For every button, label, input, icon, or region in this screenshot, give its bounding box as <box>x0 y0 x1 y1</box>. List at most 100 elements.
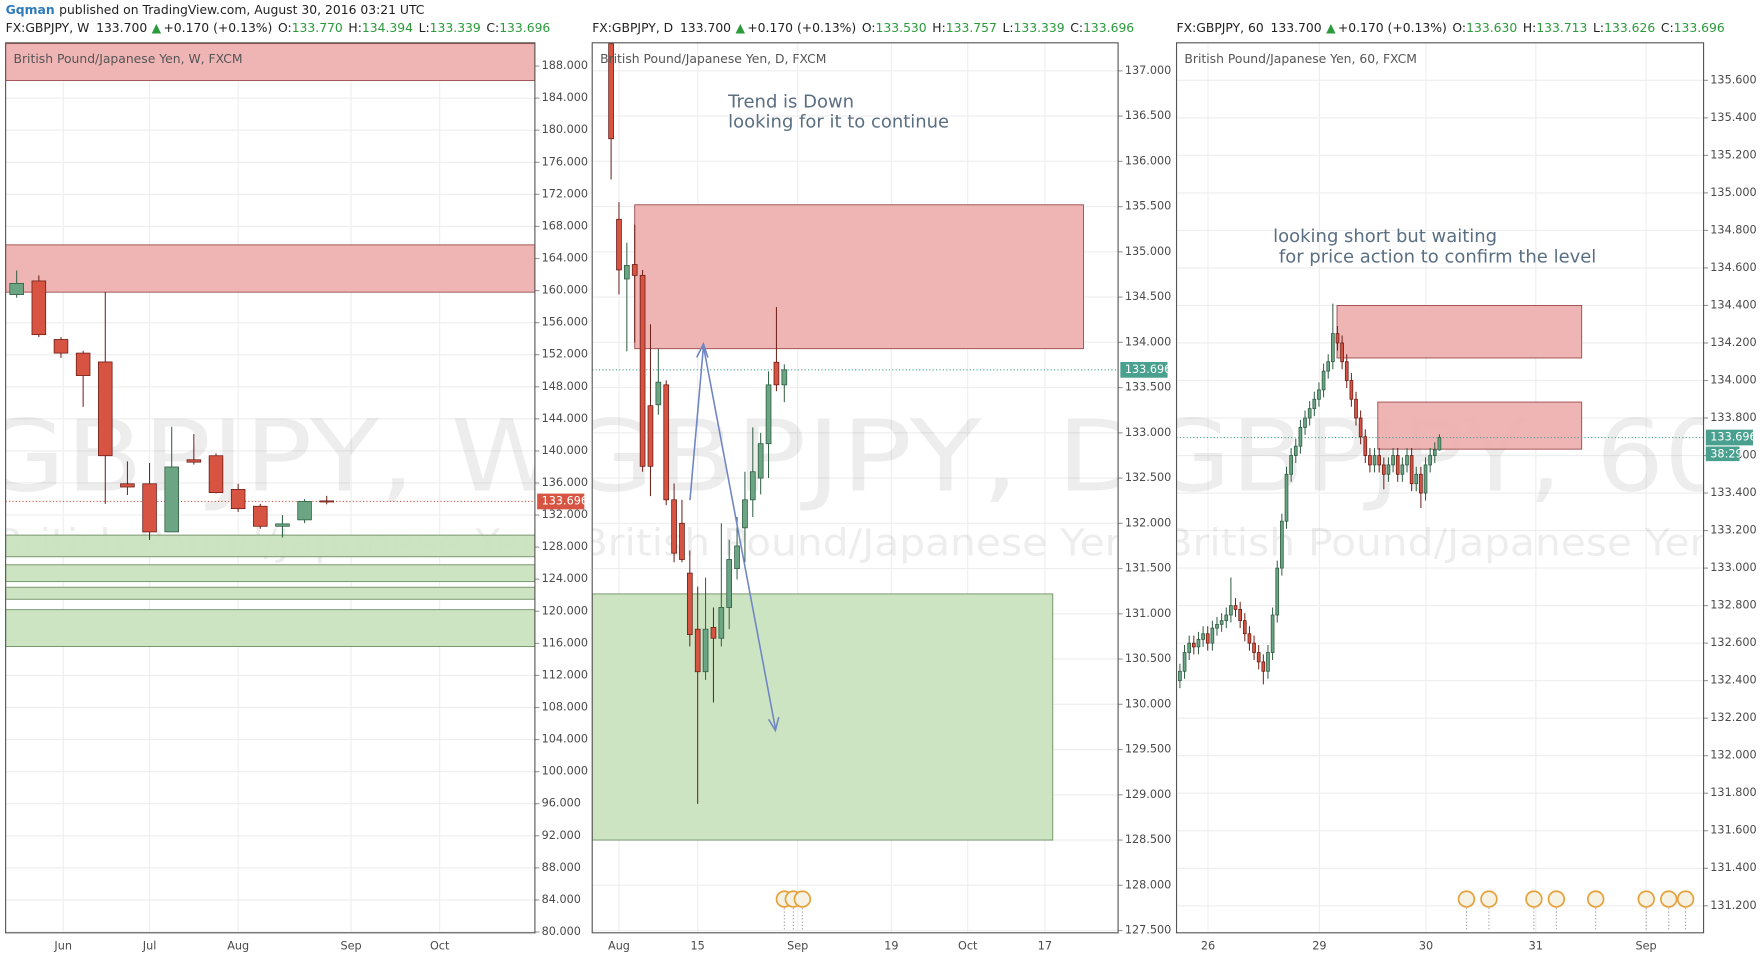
y-tick-label: 134.200 <box>1710 336 1756 349</box>
candle-body <box>1307 408 1312 419</box>
candle-body <box>773 361 780 386</box>
y-tick-label: 129.000 <box>1125 788 1171 801</box>
y-tick-label: 127.500 <box>1125 924 1171 937</box>
candle-body <box>1432 449 1437 456</box>
candle-body <box>1256 652 1261 663</box>
y-tick-label: 131.000 <box>1125 607 1171 620</box>
candle-body <box>679 522 685 560</box>
candle-body <box>1317 389 1321 400</box>
candle-body <box>1335 333 1340 344</box>
candle-body <box>1247 633 1252 644</box>
y-tick-label: 188.000 <box>542 59 588 72</box>
candle-body <box>9 282 24 295</box>
x-tick-label: Sep <box>787 939 808 952</box>
field-label: C: <box>1070 21 1083 35</box>
change-arrow: ▲ <box>152 21 162 35</box>
candle-body <box>53 339 69 354</box>
chart-legend: British Pound/Japanese Yen, 60, FXCM <box>1184 52 1417 66</box>
quote-header: FX:GBPJPY, 60 133.700 ▲ +0.170 (+0.13%) O:13… <box>1177 21 1725 35</box>
annotation: looking for it to continue <box>728 112 949 133</box>
candle-body <box>1210 627 1215 644</box>
y-tick-label: 140.000 <box>542 444 588 457</box>
candle-body <box>718 607 725 639</box>
candle-body <box>208 455 224 494</box>
zone <box>5 534 535 558</box>
arrow-head <box>696 341 780 733</box>
candle-body <box>1298 427 1303 447</box>
candle-body <box>710 626 717 639</box>
event-flag <box>1547 890 1566 908</box>
y-tick-label: 135.600 <box>1710 73 1756 86</box>
candle-body <box>1205 633 1210 644</box>
y-tick-label: 120.000 <box>542 604 588 617</box>
quote-header: FX:GBPJPY, D 133.700 ▲ +0.170 (+0.13%) O:133… <box>592 21 1134 35</box>
field-value: 133.626 <box>1604 21 1655 35</box>
plot-background <box>1176 42 1704 933</box>
x-tick-label: 29 <box>1312 939 1326 952</box>
y-tick-label: 137.000 <box>1125 64 1171 77</box>
candle-body <box>1405 455 1409 466</box>
y-tick-label: 132.000 <box>1125 516 1171 529</box>
field-label: H: <box>932 21 945 35</box>
annotation: for price action to confirm the level <box>1273 246 1596 267</box>
field-label: C: <box>1661 21 1674 35</box>
field-value: 133.339 <box>430 21 481 35</box>
candle-body <box>75 352 91 376</box>
y-tick-label: 133.500 <box>1125 381 1171 394</box>
field-value: 133.530 <box>876 21 927 35</box>
candle-body <box>297 501 312 521</box>
publisher: Gqman <box>6 3 55 17</box>
candle-body <box>253 505 268 527</box>
watermark-sub: British Pound/Japanese Yen <box>580 522 1131 565</box>
candle-body <box>1215 623 1219 629</box>
candle-body <box>1238 608 1242 622</box>
candle-body <box>1252 642 1256 653</box>
y-tick-label: 80.000 <box>542 925 581 938</box>
field-label: O: <box>862 21 876 35</box>
candle-body <box>1201 633 1205 640</box>
candle-body <box>1340 342 1344 363</box>
x-tick-label: Oct <box>958 939 978 952</box>
last-price-label: 133.696 <box>1710 431 1756 444</box>
countdown: 38:29 <box>1710 447 1742 460</box>
y-tick-label: 116.000 <box>542 636 588 649</box>
candle-body <box>1428 455 1432 466</box>
y-tick-label: 152.000 <box>542 348 588 361</box>
y-tick-label: 156.000 <box>542 316 588 329</box>
candle-body <box>1303 417 1307 428</box>
zone <box>5 43 535 81</box>
candle-body <box>686 572 693 636</box>
candle-body <box>742 499 748 529</box>
chart-legend: British Pound/Japanese Yen, D, FXCM <box>600 52 826 66</box>
y-tick-label: 144.000 <box>542 412 588 425</box>
field-value: 133.713 <box>1536 21 1587 35</box>
field-label: H: <box>1523 21 1536 35</box>
y-tick-label: 176.000 <box>542 155 588 168</box>
panel-border <box>591 42 1119 934</box>
candle-body <box>1363 436 1368 456</box>
candle-body <box>186 459 202 463</box>
y-tick-label: 133.400 <box>1710 486 1756 499</box>
candle-body <box>230 489 246 510</box>
candle-body <box>616 218 622 271</box>
event-flag <box>1676 890 1695 908</box>
candle-body <box>1187 642 1192 653</box>
price: 133.700 <box>96 21 147 35</box>
candle-body <box>1386 464 1391 475</box>
y-tick-label: 131.200 <box>1710 899 1756 912</box>
x-tick-label: 19 <box>884 939 898 952</box>
watermark: GBPJPY, W <box>0 399 562 514</box>
y-tick-label: 100.000 <box>542 765 588 778</box>
candle-body <box>1391 455 1395 466</box>
event-flag <box>1586 890 1605 908</box>
field-value: 134.394 <box>362 21 413 35</box>
candle-body <box>1284 473 1289 522</box>
x-tick-label: Oct <box>430 939 450 952</box>
candle-body <box>663 384 670 501</box>
y-tick-label: 133.200 <box>1710 524 1756 537</box>
candle-body <box>1372 455 1377 466</box>
event-flag <box>1480 890 1498 908</box>
event-flag <box>793 890 812 908</box>
change: +0.170 (+0.13%) <box>1338 21 1447 35</box>
candle-body <box>1178 670 1182 682</box>
